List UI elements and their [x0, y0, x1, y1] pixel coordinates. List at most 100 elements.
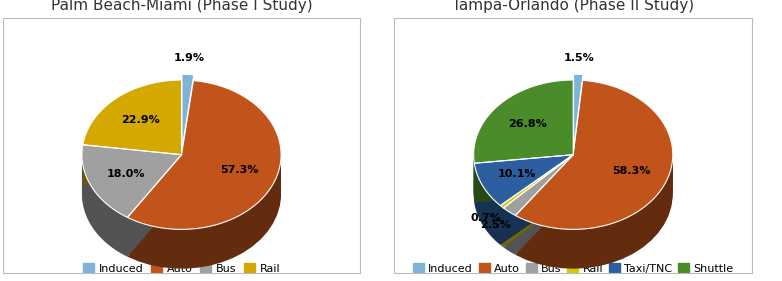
Polygon shape — [127, 83, 281, 232]
Polygon shape — [127, 100, 281, 249]
Polygon shape — [573, 94, 583, 169]
Polygon shape — [515, 89, 673, 238]
Polygon shape — [500, 166, 573, 219]
Polygon shape — [83, 114, 181, 188]
Polygon shape — [127, 95, 281, 243]
Text: 18.0%: 18.0% — [106, 169, 145, 179]
Polygon shape — [573, 83, 583, 158]
Polygon shape — [504, 163, 573, 224]
Polygon shape — [82, 162, 181, 234]
Polygon shape — [82, 181, 181, 254]
Polygon shape — [127, 103, 281, 252]
Polygon shape — [127, 86, 281, 235]
Polygon shape — [83, 119, 181, 194]
Polygon shape — [475, 188, 573, 239]
Polygon shape — [83, 100, 181, 175]
Polygon shape — [500, 163, 573, 216]
Polygon shape — [474, 83, 573, 166]
Polygon shape — [475, 163, 573, 214]
Polygon shape — [504, 186, 573, 246]
Polygon shape — [504, 180, 573, 241]
Title: Palm Beach-Miami (Phase I Study): Palm Beach-Miami (Phase I Study) — [51, 0, 312, 13]
Polygon shape — [82, 173, 181, 246]
Polygon shape — [515, 111, 673, 260]
Polygon shape — [504, 175, 573, 235]
Polygon shape — [127, 92, 281, 241]
Polygon shape — [475, 191, 573, 242]
Polygon shape — [515, 86, 673, 235]
Polygon shape — [515, 100, 673, 249]
Polygon shape — [83, 89, 181, 163]
Legend: Induced, Auto, Bus, Rail, Taxi/TNC, Shuttle: Induced, Auto, Bus, Rail, Taxi/TNC, Shut… — [408, 259, 738, 278]
Polygon shape — [504, 158, 573, 218]
Polygon shape — [504, 166, 573, 227]
Polygon shape — [182, 100, 194, 175]
Polygon shape — [475, 169, 573, 220]
Polygon shape — [573, 114, 583, 188]
Polygon shape — [182, 117, 194, 191]
Polygon shape — [515, 97, 673, 246]
Polygon shape — [474, 111, 573, 194]
Polygon shape — [573, 86, 583, 160]
Polygon shape — [475, 186, 573, 237]
Polygon shape — [182, 114, 194, 188]
Polygon shape — [127, 89, 281, 238]
Polygon shape — [182, 89, 194, 163]
Polygon shape — [573, 91, 583, 166]
Polygon shape — [500, 177, 573, 230]
Polygon shape — [182, 105, 194, 180]
Polygon shape — [474, 103, 573, 186]
Polygon shape — [504, 194, 573, 255]
Polygon shape — [127, 109, 281, 257]
Polygon shape — [182, 119, 194, 194]
Polygon shape — [127, 117, 281, 266]
Polygon shape — [83, 97, 181, 172]
Polygon shape — [82, 184, 181, 257]
Polygon shape — [182, 111, 194, 186]
Polygon shape — [82, 170, 181, 243]
Polygon shape — [83, 83, 181, 158]
Polygon shape — [82, 167, 181, 240]
Polygon shape — [504, 183, 573, 244]
Polygon shape — [475, 177, 573, 228]
Polygon shape — [474, 80, 573, 163]
Polygon shape — [515, 83, 673, 232]
Polygon shape — [83, 103, 181, 177]
Polygon shape — [573, 119, 583, 194]
Polygon shape — [474, 97, 573, 180]
Text: 26.8%: 26.8% — [508, 119, 547, 129]
Text: 1.9%: 1.9% — [174, 53, 205, 63]
Text: 22.9%: 22.9% — [121, 115, 160, 125]
Polygon shape — [83, 117, 181, 191]
Polygon shape — [573, 111, 583, 186]
Polygon shape — [500, 175, 573, 228]
Text: 0.7%: 0.7% — [471, 213, 501, 223]
Polygon shape — [182, 83, 194, 158]
Polygon shape — [82, 145, 181, 217]
Polygon shape — [474, 114, 573, 197]
Polygon shape — [82, 159, 181, 232]
Polygon shape — [475, 166, 573, 217]
Legend: Induced, Auto, Bus, Rail: Induced, Auto, Bus, Rail — [78, 259, 285, 278]
Polygon shape — [182, 91, 194, 166]
Polygon shape — [83, 94, 181, 169]
Polygon shape — [474, 105, 573, 189]
Polygon shape — [127, 106, 281, 255]
Text: 58.3%: 58.3% — [612, 166, 651, 176]
Polygon shape — [83, 105, 181, 180]
Polygon shape — [83, 111, 181, 186]
Polygon shape — [500, 172, 573, 225]
Polygon shape — [474, 119, 573, 203]
Polygon shape — [474, 117, 573, 200]
Polygon shape — [83, 80, 181, 155]
Polygon shape — [504, 160, 573, 221]
Polygon shape — [127, 120, 281, 269]
Polygon shape — [504, 177, 573, 238]
Polygon shape — [182, 74, 194, 149]
Polygon shape — [182, 86, 194, 160]
Polygon shape — [474, 89, 573, 172]
Polygon shape — [500, 155, 573, 208]
Polygon shape — [182, 108, 194, 183]
Polygon shape — [500, 158, 573, 211]
Polygon shape — [475, 194, 573, 245]
